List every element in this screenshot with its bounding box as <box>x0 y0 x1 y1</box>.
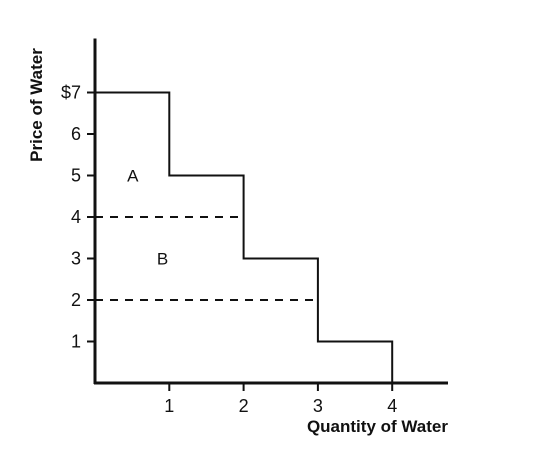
demand-step-line <box>95 91 394 383</box>
x-tick-label: 4 <box>387 396 397 416</box>
y-tick-label: 3 <box>71 249 81 269</box>
x-tick-label: 1 <box>164 396 174 416</box>
y-tick-label: 4 <box>71 207 81 227</box>
y-tick-label: $7 <box>61 83 81 103</box>
x-tick-label: 2 <box>239 396 249 416</box>
y-tick-label: 6 <box>71 124 81 144</box>
y-tick-label: 1 <box>71 332 81 352</box>
region-label-a: A <box>127 167 139 186</box>
y-axis-title: Price of Water <box>27 48 46 162</box>
x-tick-label: 3 <box>313 396 323 416</box>
y-tick-label: 2 <box>71 290 81 310</box>
x-axis-title: Quantity of Water <box>307 417 448 436</box>
region-label-b: B <box>157 250 168 269</box>
y-tick-label: 5 <box>71 166 81 186</box>
